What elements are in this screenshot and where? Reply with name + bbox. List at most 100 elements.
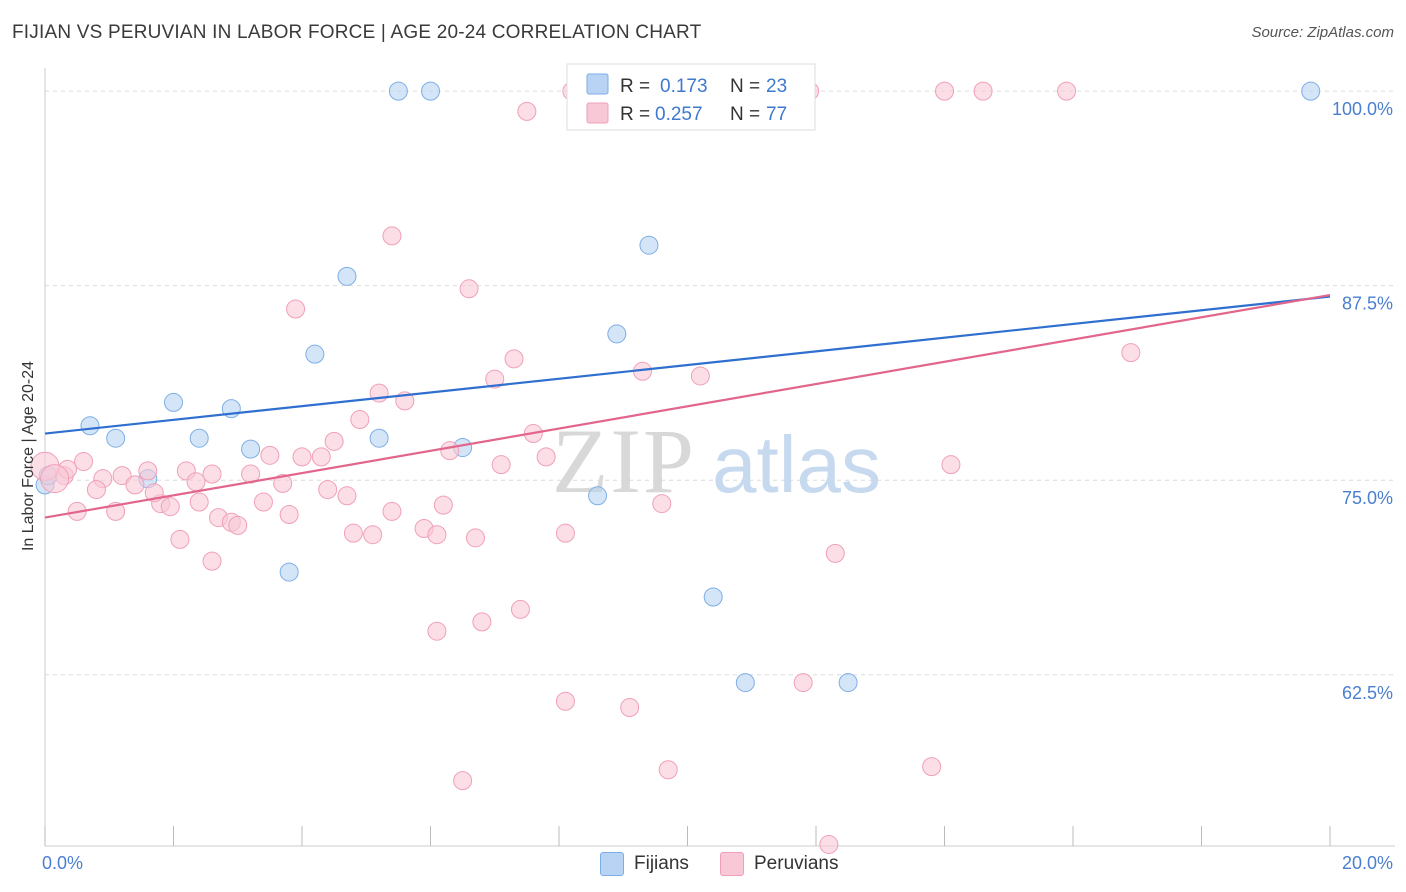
stats-n-fijians: 23 bbox=[766, 76, 787, 97]
x-tick-label-min: 0.0% bbox=[42, 853, 83, 873]
point-fijians-18 bbox=[279, 562, 299, 582]
point-fijians-5 bbox=[607, 324, 627, 344]
x-tick-label-max: 20.0% bbox=[1342, 853, 1393, 873]
trend-line-fijians bbox=[44, 295, 1331, 435]
stats-swatch-peruvians bbox=[586, 102, 609, 124]
point-peruvians-17 bbox=[350, 410, 370, 430]
chart-source: Source: ZipAtlas.com bbox=[1251, 24, 1394, 41]
y-tick-labels: 100.0% 87.5% 75.0% 62.5% bbox=[1332, 99, 1393, 703]
point-peruvians-9 bbox=[286, 299, 306, 319]
y-tick-label-1: 87.5% bbox=[1342, 294, 1393, 314]
point-peruvians-75 bbox=[186, 472, 206, 492]
point-peruvians-39 bbox=[337, 486, 357, 506]
point-peruvians-56 bbox=[555, 523, 575, 543]
legend-swatch-fijians bbox=[600, 852, 624, 876]
svg-text:N =: N = bbox=[730, 104, 760, 125]
point-peruvians-22 bbox=[311, 447, 331, 467]
point-peruvians-47 bbox=[279, 504, 299, 524]
point-peruvians-21 bbox=[292, 447, 312, 467]
point-peruvians-74 bbox=[440, 441, 460, 461]
legend-item-peruvians: Peruvians bbox=[720, 852, 839, 876]
grid-lines bbox=[45, 90, 1395, 676]
point-peruvians-46 bbox=[382, 501, 402, 521]
point-peruvians-53 bbox=[363, 525, 383, 545]
point-peruvians-29 bbox=[202, 464, 222, 484]
point-peruvians-23 bbox=[536, 447, 556, 467]
point-fijians-6 bbox=[305, 344, 325, 364]
stats-r-peruvians: 0.257 bbox=[655, 104, 703, 125]
point-peruvians-24 bbox=[74, 452, 94, 472]
point-peruvians-5 bbox=[1057, 81, 1077, 101]
chart-title: FIJIAN VS PERUVIAN IN LABOR FORCE | AGE … bbox=[12, 22, 702, 43]
svg-text:N =: N = bbox=[730, 76, 760, 97]
point-peruvians-19 bbox=[324, 431, 344, 451]
point-peruvians-60 bbox=[510, 599, 530, 619]
trend-line-peruvians bbox=[44, 293, 1331, 519]
point-peruvians-8 bbox=[459, 279, 479, 299]
legend-item-fijians: Fijians bbox=[600, 852, 689, 876]
point-peruvians-52 bbox=[343, 523, 363, 543]
svg-text:R =: R = bbox=[620, 76, 650, 97]
point-peruvians-25 bbox=[491, 455, 511, 475]
point-fijians-2 bbox=[1301, 81, 1321, 101]
stats-legend: R = 0.173 N = 23 R = 0.257 N = 77 bbox=[566, 63, 816, 131]
point-fijians-13 bbox=[241, 439, 261, 459]
point-peruvians-41 bbox=[189, 492, 209, 512]
point-fijians-3 bbox=[639, 235, 659, 255]
point-fijians-0 bbox=[388, 81, 408, 101]
y-tick-label-3: 62.5% bbox=[1342, 683, 1393, 703]
trend-lines bbox=[44, 293, 1331, 519]
y-tick-label-2: 75.0% bbox=[1342, 488, 1393, 508]
point-fijians-17 bbox=[588, 486, 608, 506]
watermark-zip: ZIP bbox=[552, 410, 696, 512]
stats-swatch-fijians bbox=[586, 73, 609, 95]
point-peruvians-6 bbox=[517, 101, 537, 121]
point-fijians-9 bbox=[80, 416, 100, 436]
data-points bbox=[30, 81, 1321, 854]
y-axis-label: In Labor Force | Age 20-24 bbox=[20, 361, 37, 551]
point-peruvians-3 bbox=[935, 81, 954, 101]
point-peruvians-62 bbox=[427, 621, 447, 641]
point-peruvians-43 bbox=[433, 495, 453, 515]
point-peruvians-13 bbox=[485, 369, 505, 389]
point-peruvians-20 bbox=[260, 445, 280, 465]
watermark-atlas: atlas bbox=[712, 420, 881, 509]
point-peruvians-38 bbox=[318, 480, 338, 500]
legend-label-peruvians: Peruvians bbox=[754, 853, 839, 874]
point-fijians-20 bbox=[735, 673, 755, 693]
point-peruvians-55 bbox=[465, 528, 485, 548]
point-peruvians-44 bbox=[652, 494, 672, 514]
watermark: ZIP atlas bbox=[552, 410, 881, 512]
point-peruvians-68 bbox=[453, 771, 473, 791]
point-peruvians-14 bbox=[690, 366, 710, 386]
point-peruvians-67 bbox=[658, 760, 678, 780]
point-peruvians-65 bbox=[620, 697, 640, 717]
point-fijians-19 bbox=[703, 587, 723, 607]
point-peruvians-69 bbox=[819, 834, 839, 854]
point-peruvians-66 bbox=[922, 757, 942, 777]
point-peruvians-11 bbox=[504, 349, 524, 369]
point-peruvians-63 bbox=[793, 673, 813, 693]
point-peruvians-36 bbox=[273, 473, 293, 493]
point-peruvians-26 bbox=[941, 455, 961, 475]
point-peruvians-50 bbox=[228, 515, 248, 535]
point-peruvians-27 bbox=[138, 461, 158, 481]
legend-label-fijians: Fijians bbox=[634, 853, 689, 874]
stats-n-peruvians: 77 bbox=[766, 104, 787, 125]
point-peruvians-64 bbox=[555, 691, 575, 711]
point-peruvians-37 bbox=[86, 480, 106, 500]
point-peruvians-30 bbox=[112, 466, 132, 486]
point-fijians-1 bbox=[421, 81, 440, 101]
point-peruvians-72 bbox=[160, 497, 180, 517]
point-peruvians-7 bbox=[382, 226, 402, 246]
legend-swatch-peruvians bbox=[720, 852, 744, 876]
point-fijians-11 bbox=[189, 428, 209, 448]
point-fijians-4 bbox=[337, 266, 357, 286]
point-peruvians-57 bbox=[170, 529, 190, 549]
point-peruvians-58 bbox=[825, 543, 845, 563]
point-fijians-21 bbox=[838, 673, 858, 693]
svg-text:R =: R = bbox=[620, 104, 650, 125]
point-peruvians-4 bbox=[973, 81, 993, 101]
point-peruvians-54 bbox=[427, 525, 447, 545]
